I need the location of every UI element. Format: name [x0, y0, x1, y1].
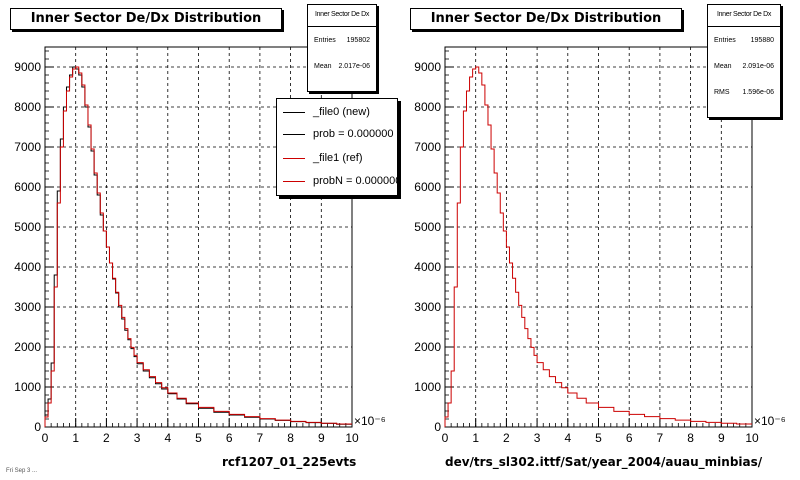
histogram-panel-left: 0 1 2 3 4 5 6 7 8 9 10 0 1000 2000 3000 4000 5000 6000 700…: [6, 4, 398, 474]
legend-swatch: [283, 157, 305, 159]
y-tick-label: 2000: [14, 340, 41, 354]
stats-row-rms: RMS 1.596e-06: [708, 79, 780, 105]
x-tick-label: 1: [472, 431, 479, 445]
x-tick-label: 0: [442, 431, 449, 445]
legend-swatch: [283, 111, 305, 113]
x-tick-label: 6: [226, 431, 233, 445]
stats-row-mean: Mean 2.091e-06: [708, 53, 780, 79]
y-tick-label: 8000: [14, 100, 41, 114]
y-tick-label: 6000: [14, 180, 41, 194]
stats-label: RMS: [714, 88, 730, 96]
y-tick-label: 9000: [14, 60, 41, 74]
y-tick-label: 2000: [414, 340, 441, 354]
stats-value: 2.017e-06: [338, 62, 370, 70]
x-tick-label: 5: [595, 431, 602, 445]
x-tick-label: 9: [318, 431, 325, 445]
legend-label: _file0 (new): [313, 106, 370, 118]
x-tick-label: 2: [103, 431, 110, 445]
histogram-title: Inner Sector De/Dx Distribution: [410, 8, 682, 30]
x-exponent-label: ×10⁻⁶: [354, 414, 386, 428]
y-tick-label: 5000: [14, 220, 41, 234]
x-tick-label: 10: [745, 431, 759, 445]
y-tick-label: 3000: [414, 300, 441, 314]
x-axis-title: dev/trs_sl302.ittf/Sat/year_2004/auau_mi…: [445, 455, 763, 469]
y-tick-label: 0: [434, 420, 441, 434]
stats-box: Inner Sector De Dx Entries 195802 Mean 2…: [307, 4, 377, 92]
y-tick-label: 9000: [414, 60, 441, 74]
x-tick-label: 7: [257, 431, 264, 445]
x-tick-label: 10: [345, 431, 359, 445]
y-tick-label: 1000: [14, 380, 41, 394]
histogram-series: [44, 66, 352, 427]
stats-value: 2.091e-06: [742, 62, 774, 70]
legend-swatch: [283, 133, 305, 135]
stats-label: Entries: [314, 36, 336, 44]
x-tick-label: 0: [42, 431, 49, 445]
x-tick-label: 8: [687, 431, 694, 445]
y-tick-label: 7000: [414, 140, 441, 154]
legend-item: _file0 (new): [277, 101, 397, 123]
y-tick-label: 6000: [414, 180, 441, 194]
legend-swatch: [283, 180, 305, 182]
y-tick-label: 8000: [414, 100, 441, 114]
legend-item: _file1 (ref): [277, 147, 397, 169]
footer-date: Fri Sep 3 ...: [6, 468, 38, 474]
stats-box: Inner Sector De Dx Entries 195880 Mean 2…: [707, 4, 781, 118]
y-tick-label: 7000: [14, 140, 41, 154]
stats-value: 1.596e-06: [742, 88, 774, 96]
stats-title: Inner Sector De Dx: [308, 5, 376, 27]
x-tick-label: 6: [626, 431, 633, 445]
x-tick-label: 7: [657, 431, 664, 445]
x-exponent-label: ×10⁻⁶: [754, 414, 786, 428]
plot-frame: [444, 46, 753, 428]
y-tick-label: 0: [34, 420, 41, 434]
y-tick-label: 1000: [414, 380, 441, 394]
legend-label: prob = 0.000000: [313, 128, 394, 140]
x-tick-label: 4: [164, 431, 171, 445]
legend: _file0 (new) prob = 0.000000 _file1 (ref…: [276, 98, 398, 196]
legend-item: probN = 0.000000: [277, 170, 398, 192]
stats-label: Mean: [314, 62, 332, 70]
x-axis-title: rcf1207_01_225evts: [222, 455, 357, 469]
y-tick-label: 5000: [414, 220, 441, 234]
x-tick-label: 2: [503, 431, 510, 445]
histogram-series: [444, 66, 752, 427]
x-tick-label: 3: [534, 431, 541, 445]
x-tick-label: 1: [72, 431, 79, 445]
histogram-panel-right: 0 1 2 3 4 5 6 7 8 9 10 0 1000 2000 3000 4000 5000 6000 700…: [400, 0, 800, 480]
x-tick-label: 8: [287, 431, 294, 445]
y-tick-label: 3000: [14, 300, 41, 314]
histogram-title: Inner Sector De/Dx Distribution: [10, 8, 282, 30]
y-tick-label: 4000: [14, 260, 41, 274]
stats-label: Entries: [714, 36, 736, 44]
stats-row-entries: Entries 195802: [308, 27, 376, 53]
x-tick-label: 4: [564, 431, 571, 445]
stats-title: Inner Sector De Dx: [708, 5, 780, 27]
stats-row-mean: Mean 2.017e-06: [308, 53, 376, 79]
y-tick-label: 4000: [414, 260, 441, 274]
stats-value: 195802: [346, 36, 370, 44]
stats-value: 195880: [750, 36, 774, 44]
x-tick-label: 9: [718, 431, 725, 445]
stats-label: Mean: [714, 62, 732, 70]
histogram-plot-right: 0 1 2 3 4 5 6 7 8 9 10 0 1000 2000 3000 4000 5000 6000 700…: [414, 46, 786, 445]
legend-label: _file1 (ref): [313, 152, 363, 164]
legend-label: probN = 0.000000: [313, 175, 398, 187]
x-tick-label: 3: [134, 431, 141, 445]
x-tick-label: 5: [195, 431, 202, 445]
stats-row-entries: Entries 195880: [708, 27, 780, 53]
legend-item: prob = 0.000000: [277, 123, 397, 145]
